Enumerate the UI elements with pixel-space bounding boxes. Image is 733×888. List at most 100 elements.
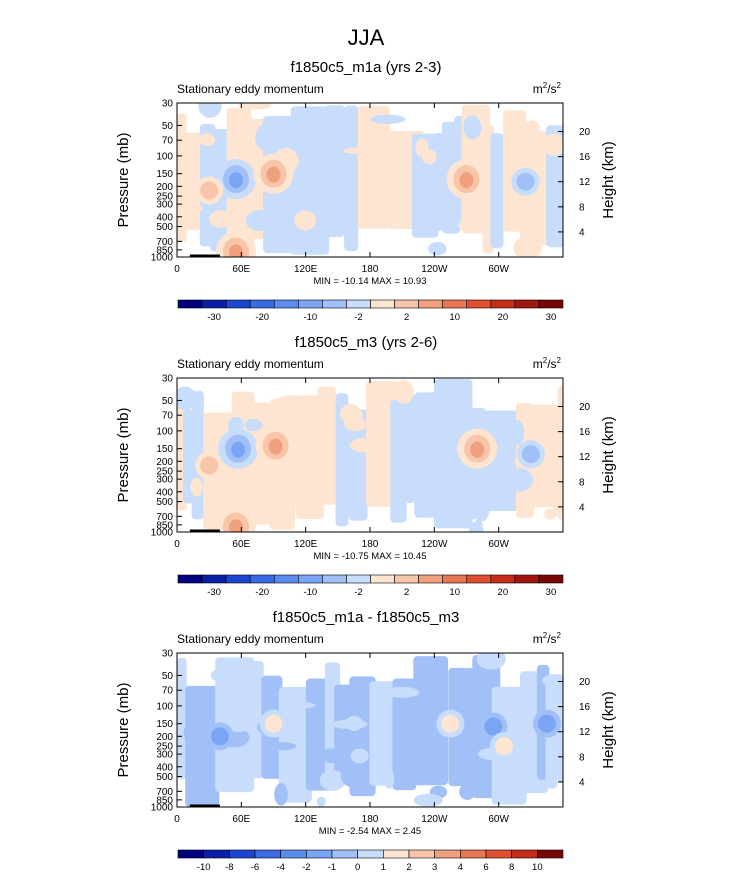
- colorbar-label: -4: [276, 862, 284, 873]
- feature-core: [228, 172, 243, 189]
- colorbar-label: 1: [381, 862, 386, 873]
- lon-tick-label: 0: [174, 264, 180, 275]
- height-tick-label: 12: [579, 452, 591, 463]
- pressure-tick-label: 1000: [151, 253, 174, 264]
- pressure-tick-label: 400: [156, 212, 173, 223]
- colorbar-label: 10: [449, 312, 460, 323]
- contour-blob: [342, 147, 378, 155]
- topography-bar: [189, 804, 220, 807]
- contour-blob: [183, 721, 214, 745]
- field-fill: [177, 653, 563, 807]
- colorbar-swatch: [418, 574, 443, 584]
- contour-band: [357, 105, 390, 229]
- contour-blob: [350, 748, 369, 764]
- colorbar-swatch: [298, 299, 323, 309]
- pressure-tick-label: 100: [156, 426, 173, 437]
- units-label: m2/s2: [533, 631, 562, 646]
- minmax-text: MIN = -10.75 MAX = 10.45: [313, 551, 426, 562]
- colorbar-swatch: [273, 574, 299, 584]
- chart-panel-3: f1850c5_m1a - f1850c5_m3 Stationary eddy …: [115, 609, 617, 873]
- contour-blob: [244, 418, 263, 432]
- contour-blob: [274, 783, 288, 806]
- lon-tick-label: 60E: [232, 539, 250, 550]
- pressure-tick-label: 70: [162, 136, 174, 147]
- colorbar-label: 10: [449, 587, 460, 598]
- colorbar-swatch: [514, 574, 540, 584]
- feature-mid: [200, 181, 219, 200]
- contour-blob: [421, 149, 437, 165]
- colorbar-swatch: [370, 574, 395, 584]
- height-tick-label: 4: [579, 777, 585, 788]
- contour-band: [183, 409, 194, 504]
- pressure-tick-label: 30: [162, 99, 174, 110]
- contour-blob: [272, 395, 308, 419]
- contour-band: [557, 386, 563, 520]
- colorbar-swatch: [514, 299, 540, 309]
- contour-blob: [177, 202, 203, 215]
- contour-blob: [349, 437, 385, 453]
- contour-blob: [238, 103, 272, 110]
- lon-tick-label: 60E: [232, 264, 250, 275]
- feature-mid: [200, 456, 219, 475]
- contour-blob: [459, 783, 476, 800]
- colorbar-swatch: [229, 849, 256, 859]
- colorbar-label: 2: [404, 587, 409, 598]
- lon-tick-label: 120E: [294, 814, 318, 825]
- contour-blob: [198, 103, 222, 118]
- contour-blob: [281, 117, 298, 142]
- colorbar-swatch: [511, 849, 538, 859]
- colorbar-label: -10: [197, 862, 211, 873]
- pressure-tick-label: 500: [156, 497, 173, 508]
- contour-blob: [344, 418, 368, 431]
- colorbar-label: -30: [207, 312, 221, 323]
- contour-band: [390, 399, 407, 523]
- colorbar-swatch: [408, 849, 435, 859]
- contour-blob: [331, 719, 368, 730]
- colorbar-label: 30: [546, 312, 557, 323]
- panel-title: f1850c5_m1a (yrs 2-3): [291, 59, 442, 76]
- feature-core: [470, 441, 485, 458]
- pressure-tick-label: 30: [162, 374, 174, 385]
- colorbar-label: -1: [328, 862, 336, 873]
- height-tick-label: 16: [579, 427, 591, 438]
- lon-tick-label: 0: [174, 814, 180, 825]
- colorbar-swatch: [357, 849, 384, 859]
- contour-blob: [369, 719, 381, 738]
- pressure-tick-label: 850: [156, 520, 173, 531]
- feature-mid: [441, 714, 460, 733]
- colorbar-swatch: [249, 574, 275, 584]
- colorbar-swatch: [394, 574, 419, 584]
- contour-blob: [316, 796, 326, 807]
- colorbar-swatch: [442, 574, 468, 584]
- colorbar-swatch: [177, 299, 203, 309]
- y-axis-label: Pressure (mb): [115, 682, 132, 777]
- feature-mid: [264, 714, 283, 733]
- colorbar-swatch: [346, 299, 371, 309]
- pressure-tick-label: 200: [156, 182, 173, 193]
- colorbar-swatch: [442, 299, 468, 309]
- colorbar-swatch: [201, 574, 227, 584]
- minmax-text: MIN = -2.54 MAX = 2.45: [319, 826, 421, 837]
- contour-band: [295, 395, 324, 520]
- contour-blob: [474, 495, 490, 522]
- colorbar-swatch: [418, 299, 443, 309]
- pressure-tick-label: 100: [156, 701, 173, 712]
- pressure-tick-label: 700: [156, 512, 173, 523]
- contour-blob: [370, 114, 406, 124]
- colorbar-label: -8: [225, 862, 233, 873]
- contour-blob: [468, 521, 484, 532]
- contour-blob: [294, 210, 317, 231]
- pressure-tick-label: 300: [156, 475, 173, 486]
- feature-mid: [484, 717, 503, 736]
- colorbar-swatch: [434, 849, 461, 859]
- y-axis-label: Pressure (mb): [115, 132, 132, 227]
- colorbar-swatch: [225, 574, 251, 584]
- pressure-tick-label: 50: [162, 671, 174, 682]
- contour-blob: [505, 467, 534, 492]
- contour-blob: [245, 210, 274, 232]
- pressure-tick-label: 400: [156, 762, 173, 773]
- lon-tick-label: 60E: [232, 814, 250, 825]
- pressure-tick-label: 1000: [151, 803, 174, 814]
- colorbar-swatch: [485, 849, 512, 859]
- contour-blob: [383, 769, 395, 789]
